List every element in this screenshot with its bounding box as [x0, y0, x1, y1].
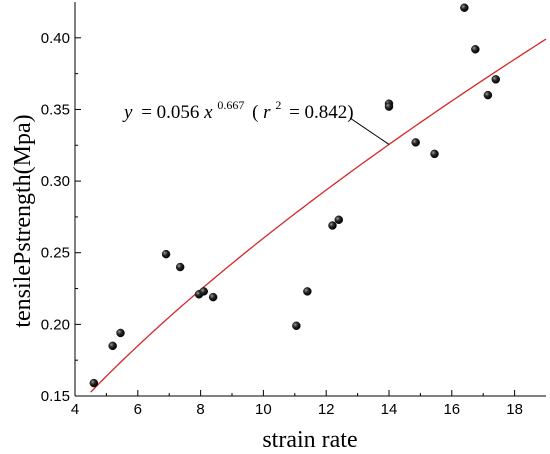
data-point	[303, 287, 312, 296]
y-tick-label: 0.30	[41, 173, 70, 190]
data-point	[328, 221, 337, 230]
data-point	[292, 321, 301, 331]
y-ticks: 0.15 0.20 0.25 0.30 0.35 0.40	[41, 30, 81, 405]
data-point	[471, 45, 480, 54]
data-point	[161, 249, 171, 259]
data-point	[108, 341, 117, 351]
y-axis-title: tensilePstrength(Mpa)	[10, 114, 36, 327]
x-tick-label: 8	[196, 401, 204, 418]
data-point	[208, 292, 218, 302]
eq-coefficient: = 0.056	[141, 102, 199, 123]
data-point	[411, 138, 420, 147]
eq-exponent: 0.667	[217, 98, 244, 112]
x-tick-label: 18	[506, 401, 523, 418]
x-axis-title: strain rate	[262, 427, 357, 453]
axes	[74, 2, 546, 397]
data-point	[430, 149, 439, 159]
eq-r-exponent: 2	[275, 98, 281, 112]
eq-y-var: y	[122, 102, 133, 123]
eq-r-value: = 0.842)	[289, 102, 354, 123]
data-point	[384, 102, 394, 111]
eq-r-open: (	[252, 102, 258, 123]
data-points	[89, 3, 501, 388]
x-tick-label: 10	[255, 401, 272, 418]
data-point	[116, 328, 125, 338]
fit-equation: y = 0.056 x 0.667 ( r 2 = 0.842)	[122, 93, 354, 123]
y-tick-label: 0.40	[41, 30, 70, 47]
x-tick-label: 16	[443, 401, 460, 418]
data-point	[460, 3, 469, 12]
x-tick-label: 14	[381, 401, 398, 418]
fit-curve	[90, 38, 547, 393]
data-point	[199, 287, 208, 296]
data-point	[175, 262, 185, 272]
annotation-leader-line	[349, 117, 390, 145]
y-tick-label: 0.35	[41, 101, 70, 118]
y-tick-label: 0.25	[41, 245, 70, 262]
eq-x-var: x	[203, 102, 213, 123]
y-tick-label: 0.15	[41, 388, 70, 405]
eq-r-var: r	[263, 102, 271, 123]
data-point	[334, 215, 344, 225]
x-tick-label: 12	[318, 401, 335, 418]
x-tick-label: 6	[134, 401, 142, 418]
y-tick-label: 0.20	[41, 316, 70, 333]
data-point	[89, 378, 99, 388]
data-point	[483, 90, 493, 100]
x-ticks: 4 6 8 10 12 14 16 18	[71, 390, 523, 418]
data-point	[491, 75, 501, 84]
x-tick-label: 4	[71, 401, 79, 418]
